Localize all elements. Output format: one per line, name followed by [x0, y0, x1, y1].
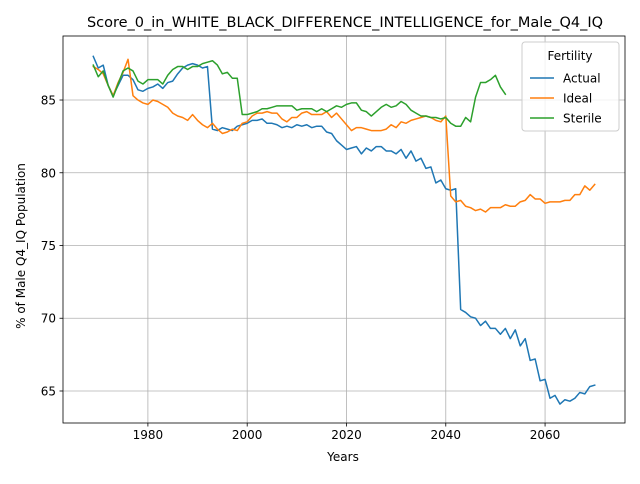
- x-tick-label: 1980: [133, 428, 164, 442]
- chart-title: Score_0_in_WHITE_BLACK_DIFFERENCE_INTELL…: [87, 15, 603, 31]
- y-axis-label: % of Male Q4_IQ Population: [14, 163, 28, 329]
- y-tick-label: 70: [41, 312, 56, 326]
- legend: Fertility Actual Ideal Sterile: [522, 42, 619, 131]
- series-line-sterile: [93, 61, 505, 126]
- x-tick-label: 2040: [431, 428, 462, 442]
- axis-ticks: 1980 2000 2020 2040 2060 65 70 75 80 85: [41, 94, 561, 442]
- x-tick-label: 2000: [232, 428, 263, 442]
- y-tick-label: 75: [41, 239, 56, 253]
- series-lines: [93, 56, 594, 404]
- x-tick-label: 2060: [530, 428, 561, 442]
- legend-label-actual: Actual: [563, 72, 601, 86]
- legend-label-ideal: Ideal: [563, 92, 592, 106]
- x-tick-label: 2020: [331, 428, 362, 442]
- legend-title: Fertility: [547, 49, 592, 63]
- y-tick-label: 65: [41, 384, 56, 398]
- x-axis-label: Years: [326, 450, 359, 464]
- y-tick-label: 85: [41, 94, 56, 108]
- y-tick-label: 80: [41, 166, 56, 180]
- legend-label-sterile: Sterile: [563, 112, 602, 126]
